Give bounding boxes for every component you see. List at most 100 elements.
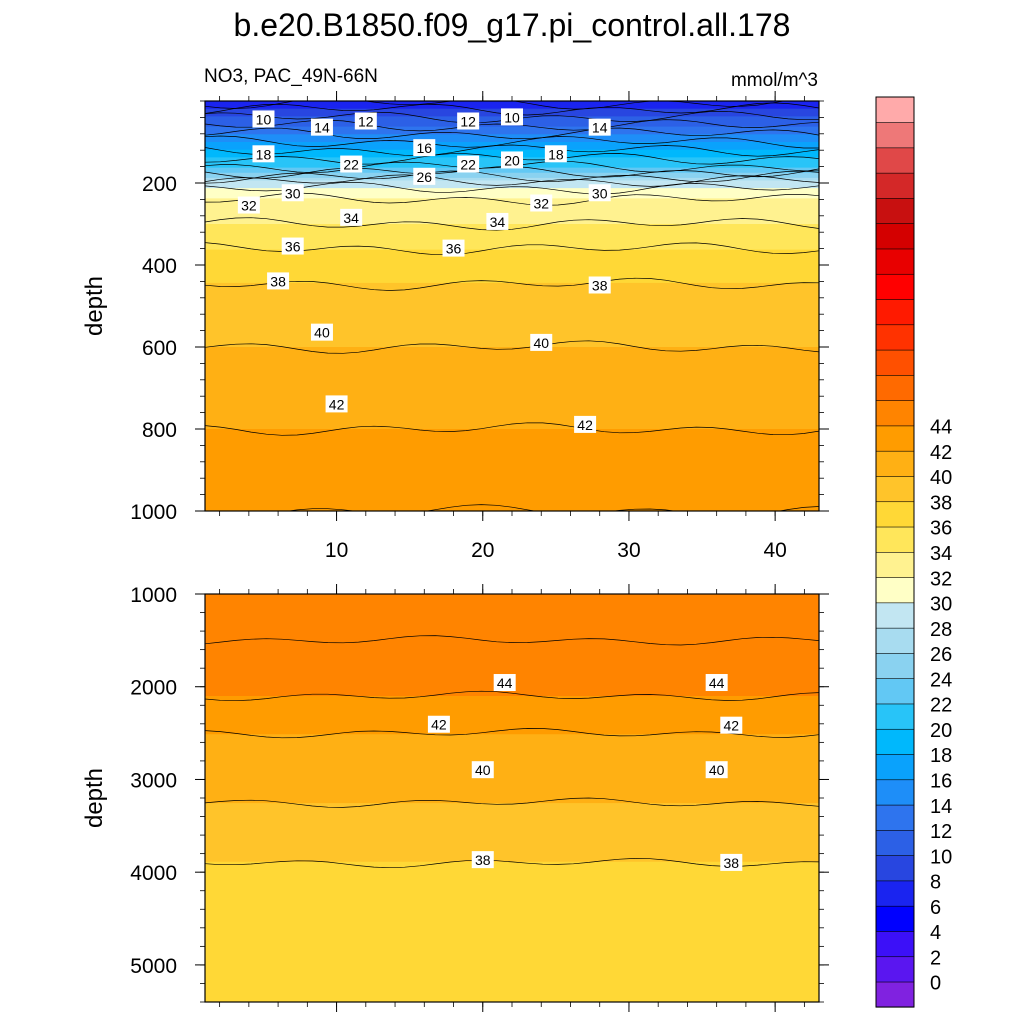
fill-band (205, 487, 819, 492)
colorbar-tick-label: 6 (930, 897, 941, 919)
fill-band (205, 188, 819, 192)
fill-band (205, 218, 819, 223)
fill-band (205, 721, 819, 725)
contour-label-box (544, 145, 567, 163)
contour-label-text: 44 (497, 675, 513, 691)
colorbar-tick-label: 16 (930, 771, 952, 793)
fill-band (205, 426, 819, 430)
fill-band (205, 193, 819, 197)
fill-band (205, 634, 819, 638)
fill-band (205, 877, 819, 881)
fill-band (205, 339, 819, 343)
y-tick-label: 1000 (130, 584, 177, 607)
colorbar-swatch (875, 880, 915, 907)
fill-band (205, 836, 819, 840)
contour-label-box (354, 112, 377, 130)
fill-band (205, 272, 819, 276)
fill-band (205, 285, 819, 289)
contour-label-text: 14 (592, 120, 608, 136)
colorbar-tick-label: 44 (930, 417, 952, 439)
fill-band (205, 385, 819, 389)
contour-label-box (281, 237, 304, 255)
fill-band (205, 308, 819, 312)
fill-band (205, 449, 819, 453)
fill-band (205, 252, 819, 256)
fill-band (205, 221, 819, 225)
fill-band (205, 795, 819, 799)
fill-band (205, 331, 819, 335)
contour-label-box (237, 196, 260, 214)
fill-band (205, 129, 819, 133)
fill-band (205, 444, 819, 448)
fill-band (205, 213, 819, 217)
contour-label-box (720, 853, 743, 871)
fill-band (205, 503, 819, 507)
fill-band (205, 423, 819, 428)
fill-band (205, 785, 819, 789)
fill-band (205, 976, 819, 980)
contour-label-text: 18 (256, 146, 272, 162)
fill-band (205, 349, 819, 353)
fill-band (205, 639, 819, 644)
fill-band (205, 894, 819, 899)
contour-line (205, 101, 786, 110)
fill-band (205, 798, 819, 802)
fill-band (205, 375, 819, 379)
fill-band (205, 642, 819, 646)
fill-band (205, 403, 819, 407)
contour-label-box (310, 118, 333, 136)
fill-band (205, 321, 819, 325)
contour-label-text: 40 (314, 325, 330, 341)
colorbar-swatch (875, 450, 915, 477)
fill-band (205, 986, 819, 990)
fill-band (205, 871, 819, 876)
fill-band (205, 416, 819, 420)
fill-band (205, 604, 819, 608)
colorbar-swatch (875, 779, 915, 806)
contour-label: 18 (252, 145, 275, 163)
colorbar-tick-label: 30 (930, 594, 952, 616)
fill-band (205, 991, 819, 995)
contour-label: 42 (427, 715, 450, 733)
fill-band (205, 298, 819, 302)
contour-label-text: 32 (241, 198, 257, 214)
contour-label: 22 (457, 155, 480, 173)
fill-band (205, 234, 819, 238)
fill-band (205, 277, 819, 281)
x-tick-label: 10 (325, 539, 348, 562)
fill-band (205, 482, 819, 486)
fill-band (205, 665, 819, 669)
fill-band (205, 400, 819, 404)
fill-band (205, 408, 819, 412)
fill-band (205, 907, 819, 911)
contour-label-box (457, 112, 480, 130)
contour-label-box (486, 212, 509, 230)
fill-band (205, 917, 819, 921)
fill-band (205, 172, 819, 176)
contour-label: 38 (588, 276, 611, 294)
contour-label-text: 10 (256, 111, 272, 127)
fill-band (205, 601, 819, 605)
contour-label-text: 14 (314, 120, 330, 136)
fill-band (205, 490, 819, 494)
fill-band (205, 900, 819, 904)
contour-label-box (471, 851, 494, 869)
fill-band (205, 846, 819, 850)
fill-band (205, 782, 819, 786)
fill-band (205, 421, 819, 425)
contour-line (205, 277, 819, 291)
fill-band (205, 701, 819, 705)
colorbar-swatch (875, 576, 915, 604)
fill-band (205, 698, 819, 702)
fill-band (205, 149, 819, 153)
fill-band (205, 323, 819, 328)
colorbar-swatch (875, 147, 915, 174)
contour-label-text: 30 (592, 185, 608, 201)
fill-band (205, 961, 819, 965)
contour-label: 18 (544, 145, 567, 163)
fill-band (205, 236, 819, 240)
contour-line (205, 340, 819, 354)
fill-band (205, 662, 819, 666)
contour-label-box (252, 145, 275, 163)
